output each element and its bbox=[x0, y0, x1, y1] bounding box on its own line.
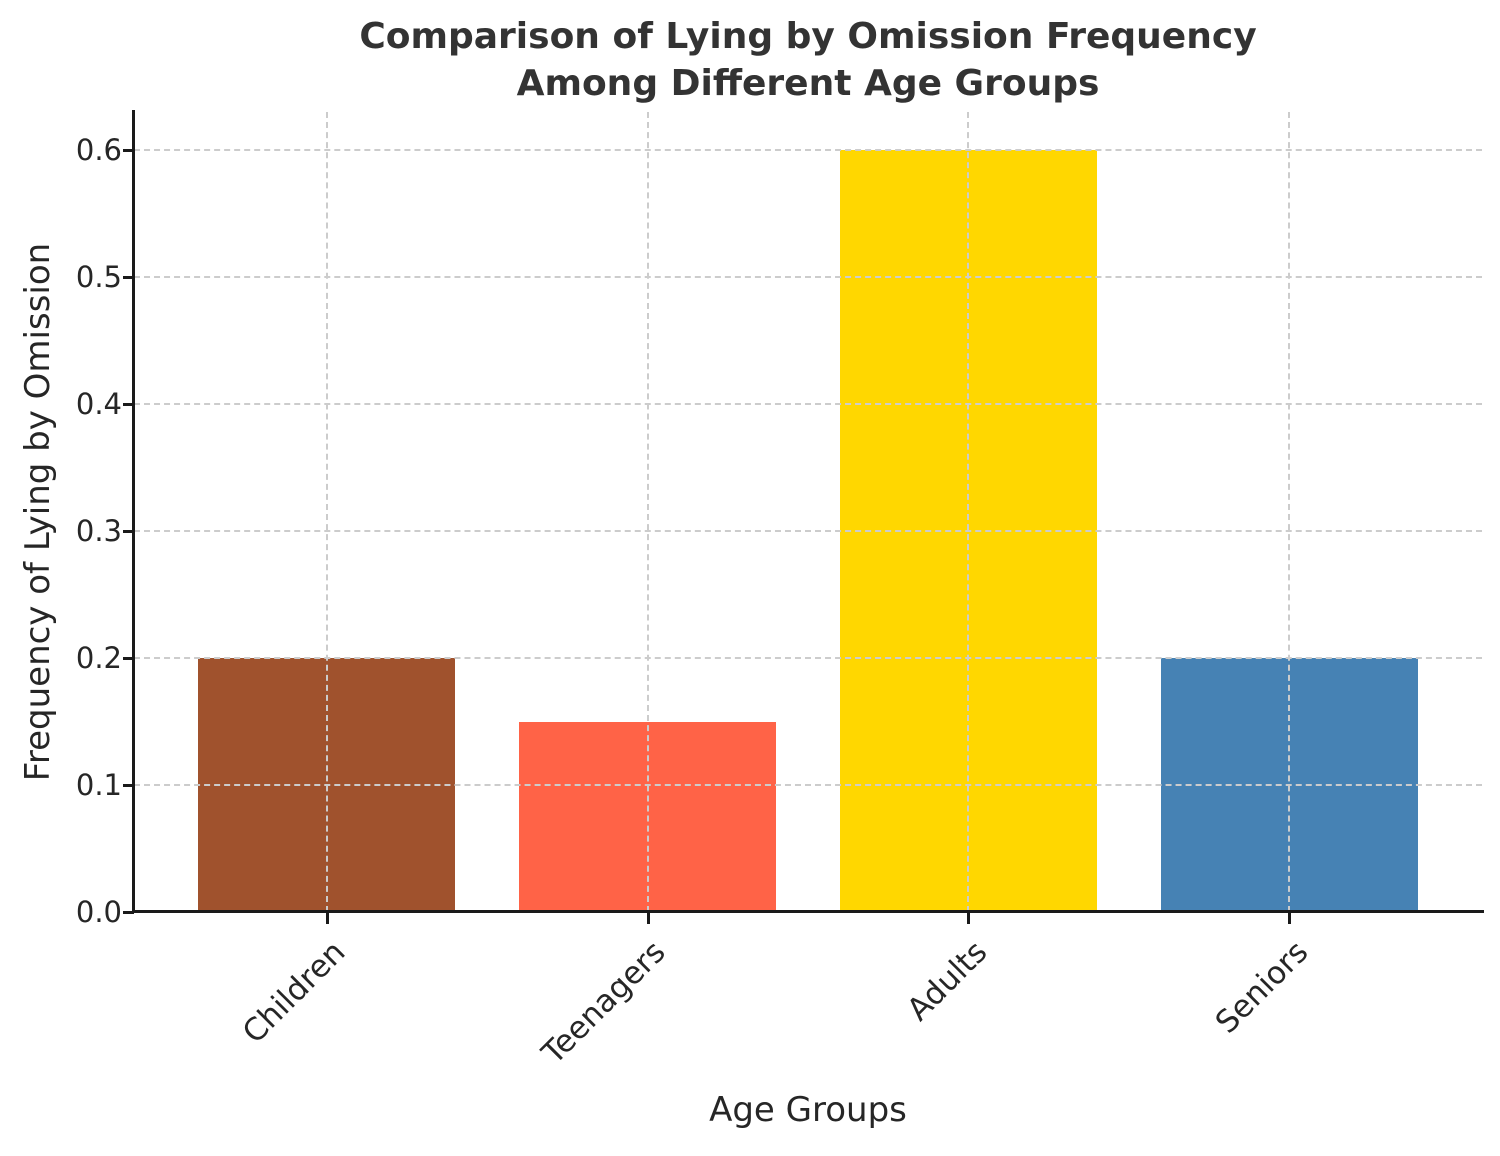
y-tick-mark bbox=[123, 276, 134, 280]
x-tick-label-children: Children bbox=[235, 934, 353, 1051]
h-gridline bbox=[134, 276, 1482, 279]
x-tick-mark bbox=[1288, 913, 1292, 924]
y-tick-label: 0.1 bbox=[75, 768, 122, 803]
y-tick-mark bbox=[123, 530, 134, 534]
x-tick-mark bbox=[646, 913, 650, 924]
y-axis-label: Frequency of Lying by Omission bbox=[18, 242, 58, 782]
x-tick-label-teenagers: Teenagers bbox=[535, 934, 673, 1072]
plot-area bbox=[134, 112, 1482, 912]
chart-title-line2: Among Different Age Groups bbox=[516, 62, 1100, 104]
h-gridline bbox=[134, 403, 1482, 406]
h-gridline bbox=[134, 149, 1482, 152]
x-axis-spine bbox=[132, 910, 1484, 913]
h-gridline bbox=[134, 530, 1482, 533]
chart-title-line1: Comparison of Lying by Omission Frequenc… bbox=[359, 16, 1257, 57]
x-tick-label-seniors: Seniors bbox=[1208, 934, 1315, 1041]
chart-title: Comparison of Lying by Omission Frequenc… bbox=[134, 14, 1482, 108]
v-gridline bbox=[646, 112, 649, 912]
x-tick-label-adults: Adults bbox=[899, 934, 994, 1028]
v-gridline bbox=[1288, 112, 1291, 912]
v-gridline bbox=[325, 112, 328, 912]
h-gridline bbox=[134, 784, 1482, 787]
y-tick-label: 0.6 bbox=[75, 133, 122, 168]
y-tick-label: 0.2 bbox=[75, 641, 122, 676]
y-tick-mark bbox=[123, 657, 134, 661]
y-tick-label: 0.5 bbox=[75, 260, 122, 295]
y-tick-mark bbox=[123, 149, 134, 153]
v-gridline bbox=[967, 112, 970, 912]
h-gridline bbox=[134, 657, 1482, 660]
x-axis-label: Age Groups bbox=[709, 1090, 907, 1130]
y-tick-label: 0.3 bbox=[75, 514, 122, 549]
y-tick-mark bbox=[123, 784, 134, 788]
y-tick-mark bbox=[123, 403, 134, 407]
x-tick-mark bbox=[325, 913, 329, 924]
x-tick-mark bbox=[967, 913, 971, 924]
y-tick-label: 0.0 bbox=[75, 895, 122, 929]
y-tick-mark bbox=[123, 911, 134, 914]
y-tick-label: 0.4 bbox=[75, 387, 122, 422]
y-axis-spine bbox=[132, 110, 135, 913]
